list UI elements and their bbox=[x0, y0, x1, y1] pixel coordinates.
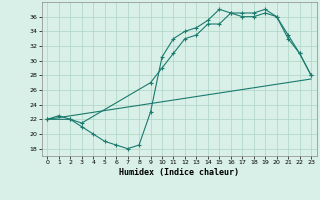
X-axis label: Humidex (Indice chaleur): Humidex (Indice chaleur) bbox=[119, 168, 239, 177]
